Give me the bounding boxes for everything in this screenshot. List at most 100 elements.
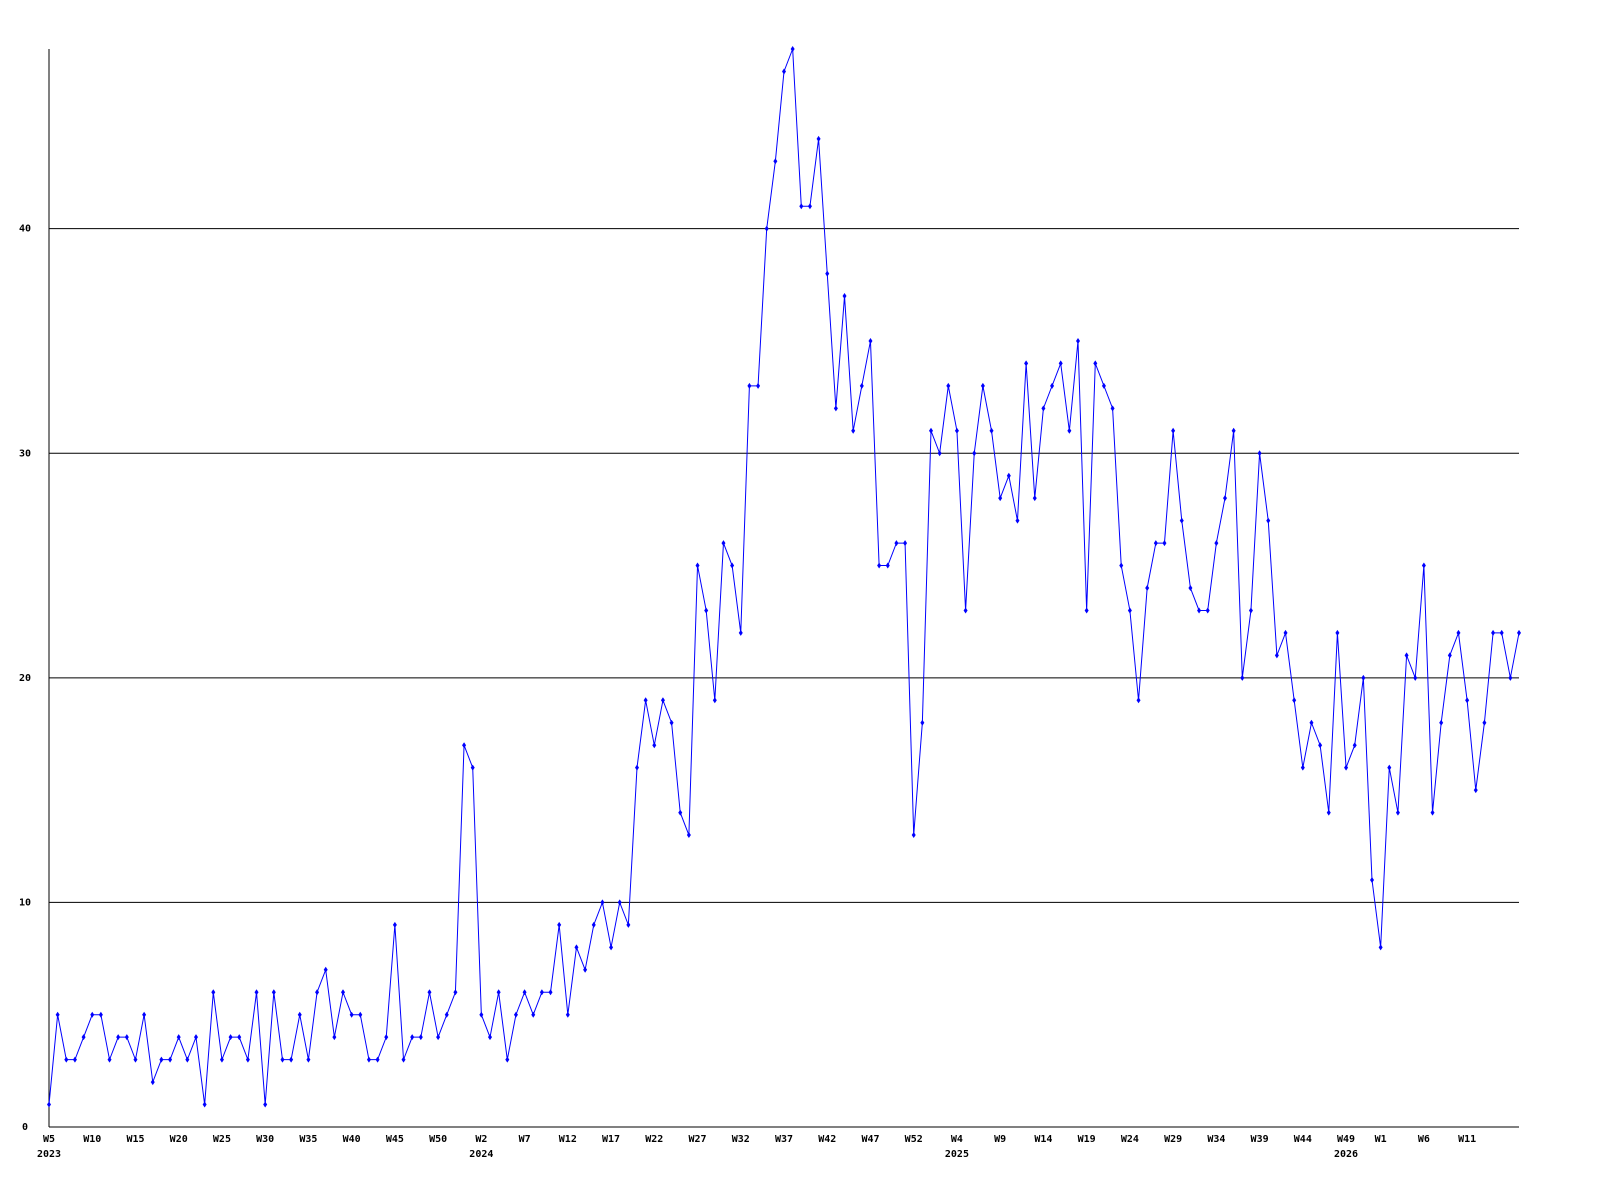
point (669, 719, 674, 726)
x-tick-label: W45 (386, 1134, 404, 1145)
point (116, 1034, 121, 1041)
point (55, 1011, 60, 1018)
x-tick-label: W11 (1458, 1134, 1476, 1145)
point (1171, 427, 1176, 434)
point (1240, 674, 1245, 681)
point (488, 1034, 492, 1041)
point (946, 382, 951, 389)
point (1274, 652, 1279, 659)
y-tick-label: 0 (22, 1122, 28, 1133)
point (1283, 629, 1288, 636)
point (124, 1034, 129, 1041)
point (712, 697, 717, 704)
point (565, 1011, 570, 1018)
point (280, 1056, 285, 1063)
point (782, 68, 786, 75)
point (548, 989, 553, 996)
point (263, 1101, 268, 1108)
point (185, 1056, 190, 1063)
point (297, 1011, 302, 1018)
x-tick-label: W39 (1251, 1134, 1269, 1145)
point (626, 921, 631, 928)
point (1413, 674, 1418, 681)
point (1179, 517, 1184, 524)
point (462, 742, 467, 749)
point (1447, 652, 1452, 659)
x-tick-label: W1 (1375, 1134, 1387, 1145)
point (410, 1034, 415, 1041)
point (513, 1011, 518, 1018)
point (1292, 697, 1297, 704)
point (254, 989, 259, 996)
point (1145, 585, 1150, 591)
point (609, 944, 614, 951)
x-tick-label: W44 (1294, 1134, 1312, 1145)
point (807, 203, 812, 210)
point (1499, 629, 1504, 636)
point (695, 562, 700, 569)
point (557, 921, 562, 928)
point (1439, 719, 1444, 726)
point (1058, 360, 1063, 367)
x-tick-label: W32 (732, 1134, 750, 1145)
x-tick-label: W12 (559, 1134, 577, 1145)
point (228, 1034, 233, 1041)
x-tick-label: W15 (126, 1134, 144, 1145)
x-tick-label: W19 (1078, 1134, 1096, 1145)
x-tick-label: W7 (519, 1134, 531, 1145)
x-tick-label: W10 (83, 1134, 101, 1145)
y-tick-label: 40 (19, 224, 31, 235)
point (306, 1056, 311, 1063)
point (833, 405, 838, 412)
point (790, 46, 795, 52)
point (1508, 674, 1513, 681)
point (1076, 337, 1080, 344)
point (194, 1034, 198, 1041)
point (1162, 540, 1167, 547)
year-label: 2025 (945, 1149, 969, 1160)
point (1041, 405, 1046, 412)
point (496, 989, 501, 996)
point (1352, 742, 1357, 749)
x-tick-label: W42 (818, 1134, 836, 1145)
point (660, 697, 665, 704)
point (920, 719, 925, 726)
point (885, 562, 890, 569)
point (1119, 562, 1124, 569)
point (271, 989, 276, 996)
point (903, 540, 908, 547)
point (1110, 405, 1115, 412)
point (1318, 742, 1323, 749)
point (1473, 787, 1478, 794)
point (539, 989, 544, 996)
point (842, 293, 847, 300)
point (764, 225, 769, 232)
point (418, 1034, 423, 1041)
point (859, 382, 864, 389)
x-tick-label: W27 (688, 1134, 706, 1145)
point (911, 832, 916, 839)
x-tick-label: W17 (602, 1134, 620, 1145)
point (1257, 450, 1262, 457)
point (1136, 697, 1141, 704)
x-tick-label: W37 (775, 1134, 793, 1145)
point (686, 832, 691, 839)
point (954, 427, 959, 434)
point (453, 989, 458, 996)
point (81, 1034, 86, 1041)
point (816, 135, 821, 142)
point (1127, 607, 1132, 614)
point (721, 540, 726, 547)
x-tick-label: W30 (256, 1134, 274, 1145)
point (1006, 472, 1011, 479)
point (989, 427, 994, 434)
x-tick-label: W2 (475, 1134, 487, 1145)
point (591, 921, 596, 928)
point (1093, 360, 1098, 367)
point (868, 337, 873, 344)
point (289, 1056, 294, 1063)
point (1335, 629, 1340, 636)
point (150, 1079, 155, 1086)
point (427, 989, 432, 996)
